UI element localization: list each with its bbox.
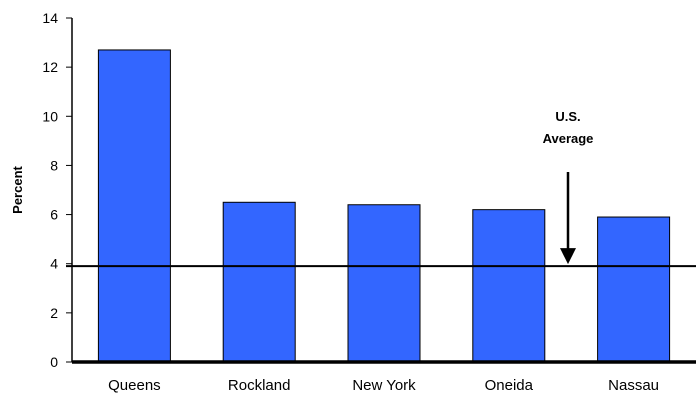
annotation-line2: Average bbox=[543, 131, 594, 146]
y-tick-label: 12 bbox=[42, 59, 58, 75]
y-tick-label: 8 bbox=[50, 157, 58, 173]
bar-new-york bbox=[347, 204, 421, 363]
x-tick-label: Rockland bbox=[228, 377, 291, 394]
bar-oneida bbox=[472, 209, 546, 363]
x-tick-label: Oneida bbox=[485, 377, 534, 394]
y-tick-label: 4 bbox=[50, 256, 58, 272]
bar-nassau bbox=[597, 216, 671, 363]
us-average-arrow bbox=[560, 172, 576, 265]
bars bbox=[97, 49, 671, 363]
x-tick-label: Queens bbox=[108, 377, 161, 394]
y-tick-label: 10 bbox=[42, 108, 58, 124]
x-tick-label: Nassau bbox=[608, 377, 659, 394]
y-tick-label: 2 bbox=[50, 305, 58, 321]
annotation-line1: U.S. bbox=[555, 109, 580, 124]
x-tick-label: New York bbox=[352, 377, 416, 394]
bar-rockland bbox=[222, 201, 296, 363]
x-axis: Queens Rockland New York Oneida Nassau bbox=[72, 360, 696, 394]
y-axis: 0 2 4 6 8 10 12 14 bbox=[42, 10, 73, 370]
y-tick-label: 14 bbox=[42, 10, 58, 26]
y-tick-label: 0 bbox=[50, 354, 58, 370]
arrow-head bbox=[560, 248, 576, 265]
y-axis-label: Percent bbox=[10, 165, 25, 213]
bar-queens bbox=[97, 49, 171, 363]
y-tick-label: 6 bbox=[50, 207, 58, 223]
